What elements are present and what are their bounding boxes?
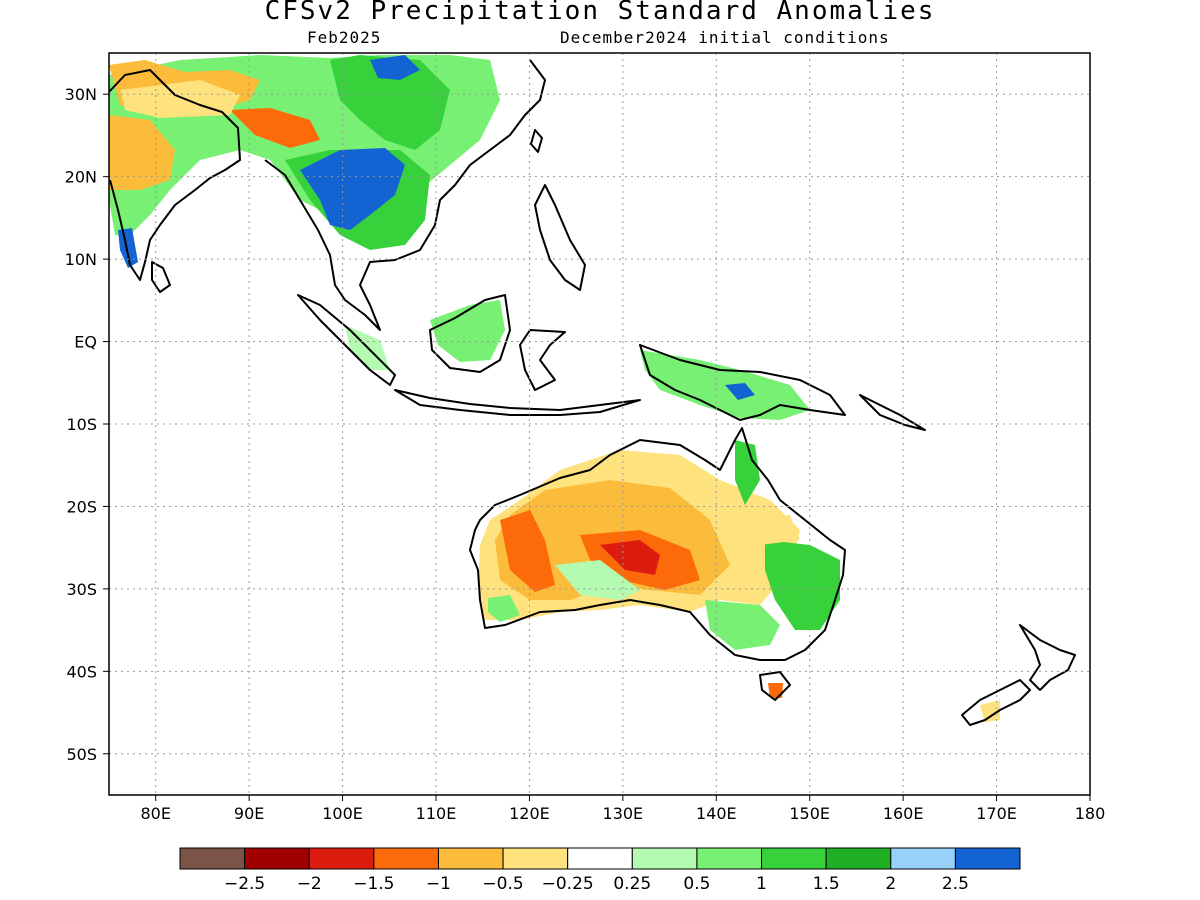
coastline-solomons <box>859 394 926 431</box>
lat-tick-label: 10S <box>66 415 97 434</box>
colorbar-label: 1 <box>756 874 767 894</box>
colorbar-label: −1.5 <box>353 874 394 894</box>
coastlines <box>109 59 1076 726</box>
anomaly-wet-sw-corner <box>488 595 520 622</box>
colorbar-swatch <box>890 847 956 870</box>
anomaly-wet-cape-york <box>735 440 760 505</box>
colorbar-swatch <box>373 847 439 870</box>
colorbar-swatch <box>179 847 246 870</box>
anomaly-very-wet-new-guinea <box>725 383 755 400</box>
colorbar-label: 2.5 <box>942 874 969 894</box>
coastline-java <box>394 389 641 416</box>
anomaly-dry-central-india <box>109 115 175 190</box>
colorbar-label: 2 <box>885 874 896 894</box>
colorbar-label: 0.5 <box>683 874 710 894</box>
colorbar-label: −2.5 <box>224 874 265 894</box>
lon-tick-label: 130E <box>603 804 644 823</box>
coastline-indochina <box>264 59 546 331</box>
anomaly-wet-china <box>330 55 450 150</box>
anomaly-very-wet-north <box>370 55 420 80</box>
anomaly-dry-new-zealand <box>980 700 1000 722</box>
lon-tick-label: 150E <box>789 804 830 823</box>
anomaly-very-wet-india <box>118 228 138 268</box>
coastline-sri-lanka <box>151 261 171 293</box>
anomaly-dry-tibet <box>230 108 320 148</box>
colorbar-swatch <box>696 847 763 870</box>
forecast-month: Feb2025 <box>307 28 382 47</box>
lat-tick-label: 40S <box>66 662 97 681</box>
coastline-new-zealand-north <box>1019 624 1076 691</box>
colorbar-label: 0.25 <box>613 874 651 894</box>
lon-tick-label: 180 <box>1075 804 1106 823</box>
colorbar-swatch <box>761 847 827 870</box>
anomaly-very-dry-central-australia <box>600 540 660 575</box>
colorbar-label: −1 <box>426 874 451 894</box>
colorbar-label: 1.5 <box>813 874 840 894</box>
chart-title: CFSv2 Precipitation Standard Anomalies <box>264 0 936 26</box>
colorbar-label: −2 <box>297 874 322 894</box>
lon-tick-label: 80E <box>140 804 170 823</box>
coastline-philippines <box>534 184 586 291</box>
graticule <box>109 53 1090 795</box>
anomaly-slight-wet-sa <box>555 560 640 600</box>
colorbar-swatch <box>631 847 698 870</box>
lon-tick-label: 90E <box>234 804 264 823</box>
initial-conditions: December2024 initial conditions <box>560 28 890 47</box>
lon-tick-label: 140E <box>696 804 737 823</box>
colorbar-swatch <box>437 847 504 870</box>
colorbar-swatch <box>502 847 569 870</box>
anomaly-wet-southeast-australia <box>705 600 780 650</box>
anomaly-very-wet-indochina <box>300 148 405 230</box>
lat-tick-label: 50S <box>66 745 97 764</box>
colorbar: −2.5 −2 −1.5 −1 −0.5 −0.25 0.25 0.5 1 1.5 2 2.5 <box>179 847 1021 894</box>
lat-tick-label: 20N <box>65 168 97 187</box>
coastline-asia <box>109 69 241 281</box>
lat-tick-label: EQ <box>74 333 97 352</box>
axis-ticks: 80E 90E 100E 110E 120E 130E 140E 150E 160E 170E 18… <box>65 85 1106 823</box>
map-frame <box>108 52 1091 796</box>
anomaly-wet-east-australia <box>765 540 840 630</box>
anomaly-wet-borneo <box>430 300 505 362</box>
colorbar-swatch <box>308 847 375 870</box>
coastline-new-guinea <box>639 344 846 421</box>
lon-tick-label: 170E <box>976 804 1017 823</box>
colorbar-label: −0.5 <box>482 874 523 894</box>
colorbar-label: −0.25 <box>542 874 594 894</box>
lat-tick-label: 20S <box>66 497 97 516</box>
lon-tick-label: 160E <box>883 804 924 823</box>
lat-tick-label: 10N <box>65 250 97 269</box>
lon-tick-label: 100E <box>322 804 363 823</box>
coastline-australia <box>469 427 846 661</box>
coastline-new-zealand-south <box>961 679 1031 726</box>
colorbar-swatch <box>244 847 310 870</box>
anomaly-shading <box>109 55 1000 722</box>
lat-tick-label: 30S <box>66 580 97 599</box>
coastline-taiwan <box>530 129 543 153</box>
anomaly-slight-dry-queensland <box>735 515 800 545</box>
coastline-sulawesi <box>519 329 566 391</box>
colorbar-swatch <box>954 847 1021 870</box>
lon-tick-label: 120E <box>509 804 550 823</box>
anomaly-dry-western-australia <box>500 510 555 592</box>
lat-tick-label: 30N <box>65 85 97 104</box>
coastline-sumatra <box>297 294 396 386</box>
coastline-tasmania <box>759 671 791 701</box>
coastline-borneo <box>429 294 511 373</box>
lon-tick-label: 110E <box>416 804 457 823</box>
anomaly-dry-tasmania <box>768 683 783 698</box>
colorbar-swatch <box>567 847 633 870</box>
colorbar-swatch <box>825 847 892 870</box>
